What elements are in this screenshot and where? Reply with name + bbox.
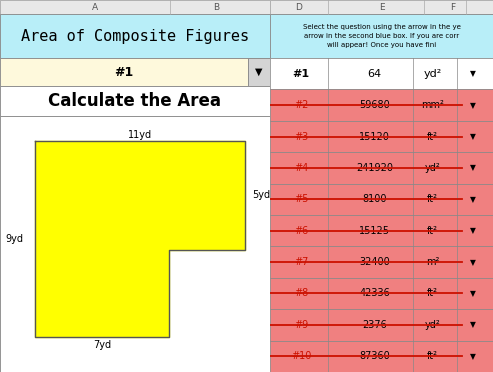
Bar: [0, 58, 248, 86]
Text: #7: #7: [294, 257, 309, 267]
Bar: [270, 278, 493, 309]
Text: ▼: ▼: [470, 320, 476, 329]
Text: mm²: mm²: [422, 100, 444, 110]
Bar: [270, 184, 493, 215]
Bar: [270, 309, 493, 341]
Text: #2: #2: [294, 100, 309, 110]
Text: yd²: yd²: [425, 320, 441, 330]
Bar: [270, 152, 493, 184]
Text: Area of Composite Figures: Area of Composite Figures: [21, 29, 249, 44]
Text: m²: m²: [426, 257, 439, 267]
Text: #5: #5: [294, 194, 309, 204]
Text: 2376: 2376: [362, 320, 387, 330]
Text: 7yd: 7yd: [93, 340, 111, 350]
Text: ▼: ▼: [470, 132, 476, 141]
Bar: [270, 341, 493, 372]
Bar: [0, 116, 270, 372]
Text: 42336: 42336: [359, 289, 390, 298]
Text: ▼: ▼: [470, 352, 476, 361]
Text: ft²: ft²: [427, 194, 438, 204]
Text: ▼: ▼: [470, 195, 476, 204]
Text: ft²: ft²: [427, 226, 438, 236]
Text: #3: #3: [294, 131, 308, 141]
Text: 5yd: 5yd: [252, 190, 270, 201]
Bar: [270, 121, 493, 152]
Text: #6: #6: [294, 226, 308, 236]
Bar: [270, 246, 493, 278]
Text: #1: #1: [114, 65, 134, 78]
Bar: [270, 58, 493, 89]
Text: 32400: 32400: [359, 257, 390, 267]
Text: #1: #1: [293, 69, 310, 79]
Text: 241920: 241920: [356, 163, 393, 173]
Text: 87360: 87360: [359, 351, 390, 361]
Bar: [248, 58, 270, 86]
Text: 64: 64: [368, 69, 382, 79]
Polygon shape: [35, 141, 245, 337]
Text: ▼: ▼: [470, 226, 476, 235]
Text: #8: #8: [294, 289, 308, 298]
Text: F: F: [450, 3, 456, 12]
Bar: [270, 215, 493, 246]
Text: ▼: ▼: [255, 67, 263, 77]
Text: ft²: ft²: [427, 289, 438, 298]
Text: #4: #4: [294, 163, 308, 173]
Text: ▼: ▼: [470, 289, 476, 298]
Text: 9yd: 9yd: [5, 234, 23, 244]
Text: A: A: [91, 3, 98, 12]
Text: 8100: 8100: [362, 194, 387, 204]
Text: 11yd: 11yd: [128, 130, 152, 140]
Text: ft²: ft²: [427, 131, 438, 141]
Text: ▼: ▼: [470, 257, 476, 267]
Bar: [270, 89, 493, 121]
Text: E: E: [379, 3, 385, 12]
Text: ▼: ▼: [470, 163, 476, 172]
Text: #10: #10: [291, 351, 312, 361]
Text: B: B: [213, 3, 219, 12]
Text: ▼: ▼: [470, 100, 476, 110]
Text: yd²: yd²: [425, 163, 441, 173]
Text: D: D: [295, 3, 302, 12]
Bar: [270, 0, 493, 14]
Text: ▼: ▼: [470, 69, 476, 78]
Text: 15125: 15125: [359, 226, 390, 236]
Text: Calculate the Area: Calculate the Area: [48, 92, 221, 110]
Text: Select the question using the arrow in the ye
arrow in the second blue box. If y: Select the question using the arrow in t…: [303, 25, 460, 48]
Bar: [0, 14, 270, 58]
Text: ft²: ft²: [427, 351, 438, 361]
Bar: [0, 86, 270, 116]
Text: #9: #9: [294, 320, 308, 330]
Text: 59680: 59680: [359, 100, 390, 110]
Bar: [0, 0, 270, 14]
Bar: [270, 14, 493, 58]
Text: 15120: 15120: [359, 131, 390, 141]
Text: yd²: yd²: [423, 69, 442, 79]
